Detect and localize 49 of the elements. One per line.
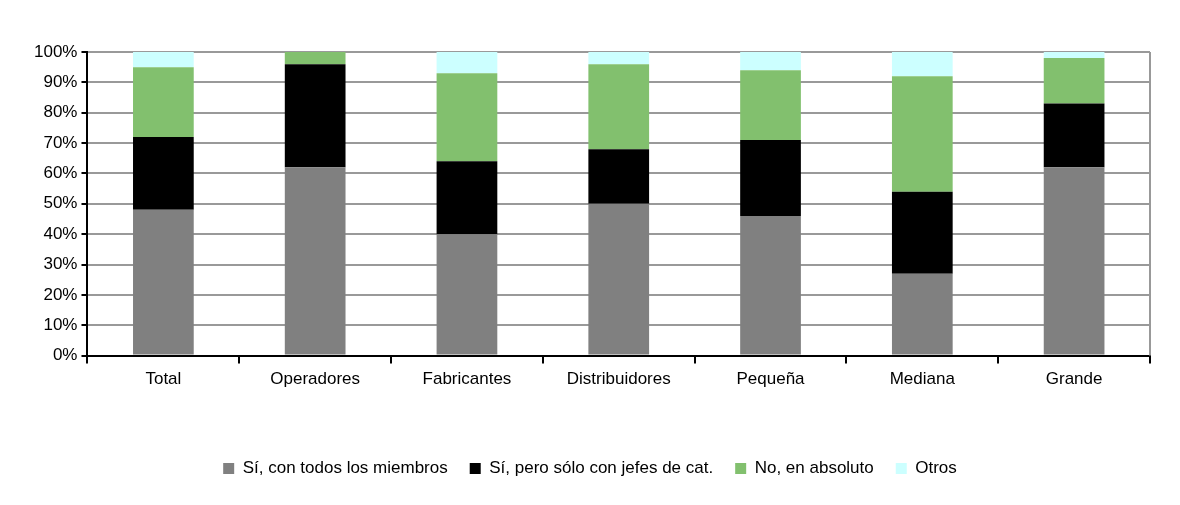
bar <box>891 76 953 192</box>
y-tick-label: 40% <box>43 223 78 243</box>
bar <box>1043 58 1105 104</box>
x-tick-label: Total <box>145 369 182 389</box>
y-tick-label: 20% <box>43 284 78 304</box>
legend-label: Sí, con todos los miembros <box>242 458 448 478</box>
bar <box>284 167 346 355</box>
x-tick-label: Distribuidores <box>566 369 671 389</box>
bar <box>284 64 346 168</box>
bar <box>436 234 498 355</box>
bar <box>1043 103 1105 168</box>
legend-label: No, en absoluto <box>754 458 874 478</box>
x-tick-label: Mediana <box>889 369 956 389</box>
bar <box>588 149 650 204</box>
y-tick-label: 100% <box>34 41 78 61</box>
bar <box>588 203 650 355</box>
bar <box>436 52 498 74</box>
y-tick-label: 90% <box>43 72 78 92</box>
legend-label: Sí, pero sólo con jefes de cat. <box>489 458 714 478</box>
bar <box>133 209 194 355</box>
y-tick-label: 0% <box>52 345 78 365</box>
bar <box>1043 167 1105 355</box>
bar <box>133 137 194 210</box>
x-tick-label: Operadores <box>270 369 361 389</box>
y-tick-label: 30% <box>43 254 78 274</box>
bar <box>133 67 194 138</box>
bar <box>891 191 953 274</box>
y-tick-label: 50% <box>43 193 78 213</box>
x-tick-label: Grande <box>1045 369 1103 389</box>
bar <box>891 52 953 77</box>
y-tick-label: 60% <box>43 163 78 183</box>
x-tick-label: Pequeña <box>736 369 806 389</box>
legend-label: Otros <box>915 458 957 478</box>
bar <box>740 140 801 216</box>
bar <box>740 52 801 71</box>
bar <box>133 52 194 68</box>
x-tick-label: Fabricantes <box>422 369 512 389</box>
y-tick-label: 10% <box>43 314 78 334</box>
bar <box>436 161 498 235</box>
bar <box>588 52 650 65</box>
bar <box>1043 52 1105 59</box>
bar <box>436 73 498 162</box>
bar <box>891 273 953 355</box>
bar <box>588 64 650 150</box>
y-tick-label: 80% <box>43 102 78 122</box>
bar <box>740 70 801 141</box>
bar <box>740 215 801 355</box>
bar <box>284 52 346 65</box>
y-tick-label: 70% <box>43 132 78 152</box>
